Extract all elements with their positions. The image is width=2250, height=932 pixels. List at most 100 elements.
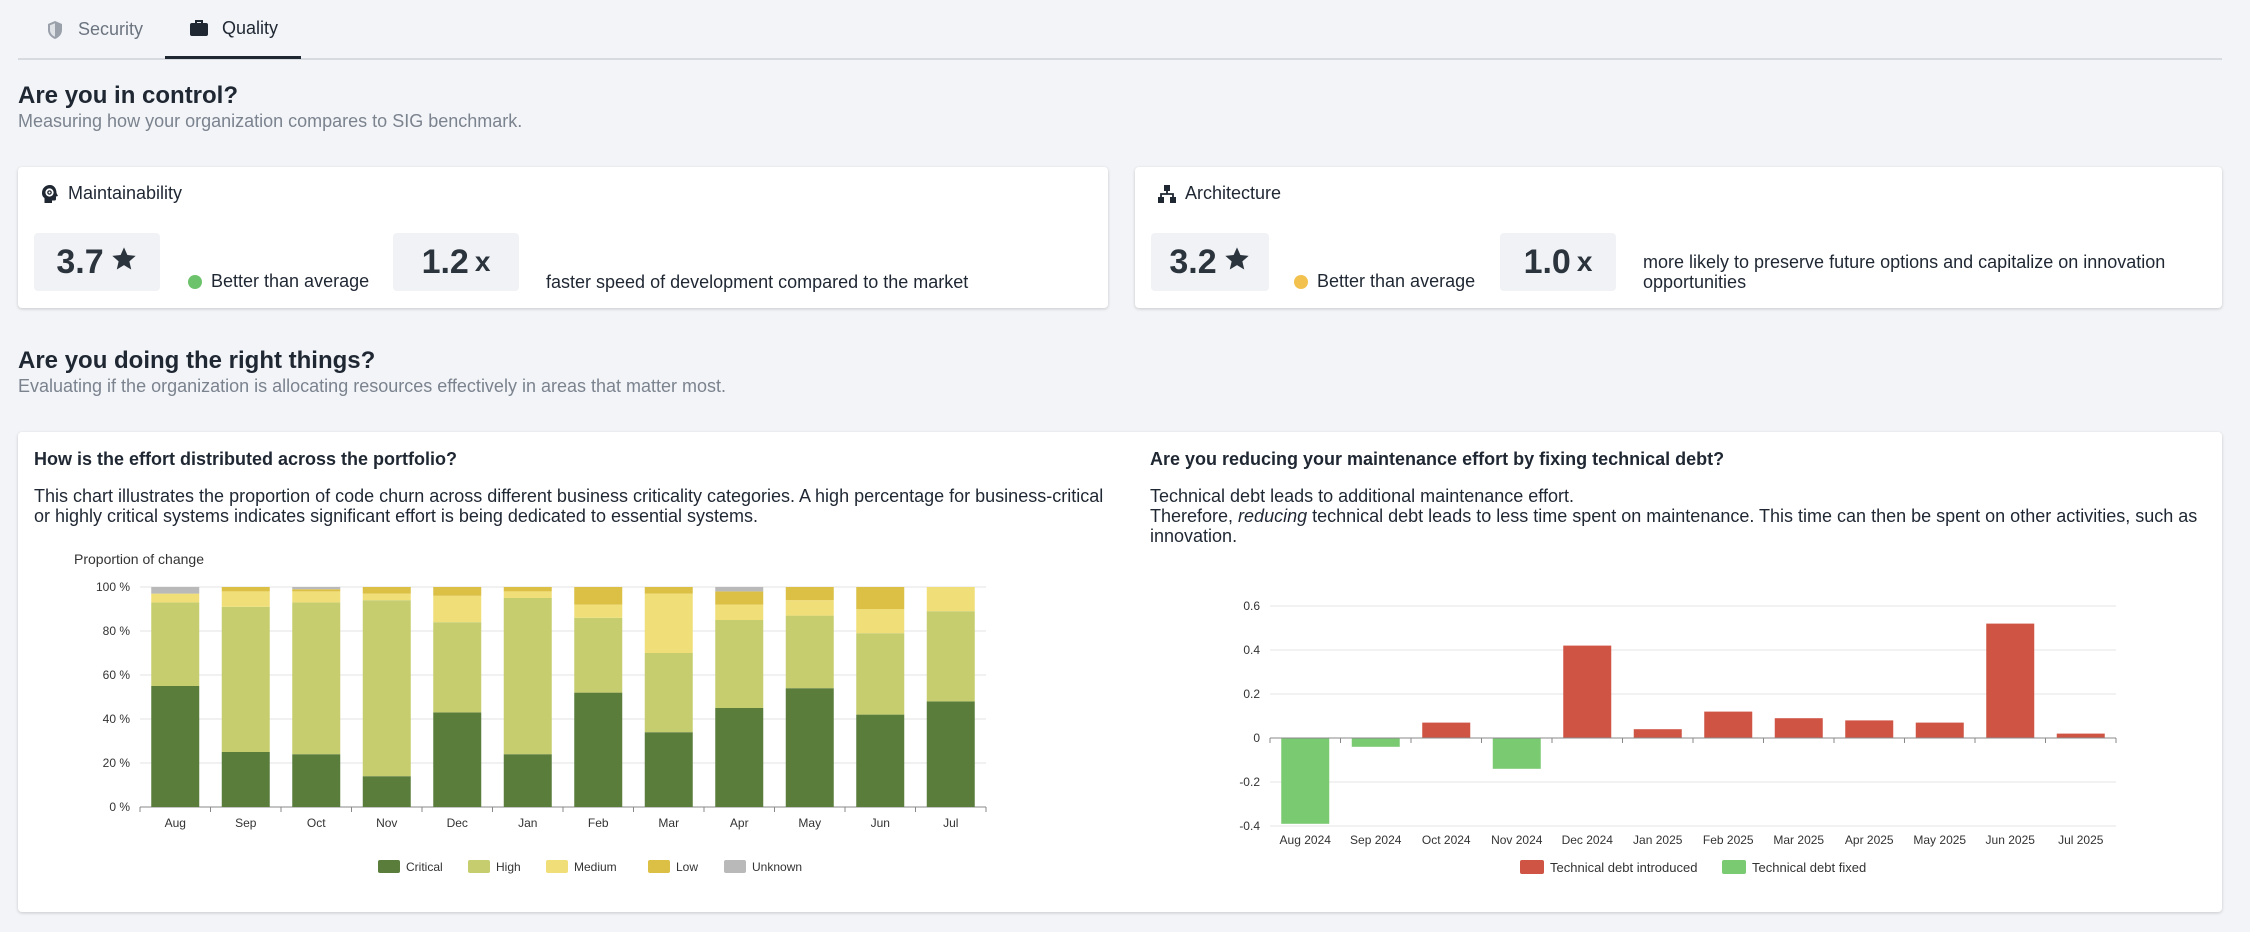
y-tick-label: -0.4	[1239, 819, 1260, 833]
x-tick-label: May	[798, 816, 821, 830]
x-tick-label: Jul 2025	[2058, 833, 2104, 847]
x-tick-label: Feb	[588, 816, 609, 830]
factor-unit: x	[474, 246, 491, 277]
x-tick-label: Feb 2025	[1703, 833, 1754, 847]
bar-debt-introduced	[1422, 722, 1471, 738]
gear-head-icon	[40, 184, 60, 204]
bar-debt-introduced	[1633, 729, 1682, 738]
bar-segment-medium	[292, 591, 341, 603]
maintainability-title: Maintainability	[68, 183, 183, 203]
x-tick-label: May 2025	[1913, 833, 1966, 847]
bar-segment-high	[503, 598, 552, 755]
effort-description: This chart illustrates the proportion of…	[34, 486, 1104, 526]
y-tick-label: 0.6	[1243, 599, 1260, 613]
x-tick-label: Oct 2024	[1422, 833, 1471, 847]
hierarchy-icon	[1157, 184, 1177, 204]
x-tick-label: Jun	[871, 816, 890, 830]
legend-swatch	[648, 860, 670, 873]
debt-line-2-post: technical debt leads to less time spent …	[1150, 506, 2198, 546]
bar-segment-critical	[856, 714, 905, 807]
bar-segment-high	[785, 615, 834, 689]
bar-segment-low	[362, 587, 411, 594]
y-tick-label: 0 %	[109, 800, 130, 814]
bar-segment-medium	[433, 595, 482, 623]
effort-distribution-chart: Proportion of change 0 % 20 % 40 % 60 % 80 % 1…	[74, 551, 987, 874]
effort-question: How is the effort distributed across the…	[34, 449, 458, 469]
x-tick-label: Sep	[235, 816, 257, 830]
y-tick-label: 20 %	[103, 756, 131, 770]
factor-value: 1.0	[1523, 242, 1571, 281]
shield-icon	[44, 19, 66, 41]
bar-segment-critical	[785, 688, 834, 807]
legend-swatch	[1520, 860, 1544, 874]
bar-segment-critical	[362, 776, 411, 807]
x-tick-label: Aug	[165, 816, 186, 830]
bar-debt-introduced	[2056, 733, 2105, 738]
y-axis-label: Proportion of change	[74, 551, 204, 567]
tab-security[interactable]: Security	[44, 0, 143, 59]
bar-segment-low	[785, 587, 834, 601]
x-tick-label: Sep 2024	[1350, 833, 1402, 847]
x-tick-label: Jan	[518, 816, 537, 830]
bar-segment-high	[292, 602, 341, 755]
legend-label: Unknown	[752, 860, 802, 874]
rating-value: 3.7	[56, 242, 104, 281]
rating-value: 3.2	[1169, 242, 1217, 281]
bar-segment-medium	[151, 593, 200, 603]
tab-label: Quality	[221, 17, 279, 38]
bar-segment-low	[503, 587, 552, 592]
bar-segment-critical	[644, 732, 693, 807]
bar-segment-high	[433, 622, 482, 713]
debt-line-1: Technical debt leads to additional maint…	[1150, 486, 1574, 506]
bar-segment-medium	[856, 609, 905, 634]
tab-label: Security	[78, 19, 144, 39]
charts-card: How is the effort distributed across the…	[18, 432, 2222, 912]
bar-segment-medium	[221, 591, 270, 607]
bar-segment-medium	[362, 593, 411, 601]
architecture-factor: 1.0 x	[1500, 233, 1616, 291]
bar-segment-medium	[644, 593, 693, 653]
section-title: Are you in control?	[18, 82, 239, 109]
bar-segment-medium	[715, 604, 764, 620]
status-text: Better than average	[211, 271, 370, 291]
legend-label: Technical debt fixed	[1752, 860, 1866, 875]
maintainability-rating: 3.7	[34, 233, 160, 291]
status-badge: Better than average	[188, 271, 369, 292]
bar-debt-introduced	[1845, 720, 1894, 738]
section-subtitle: Measuring how your organization compares…	[18, 111, 523, 131]
bar-segment-low	[292, 589, 341, 592]
bar-debt-fixed	[1351, 738, 1400, 747]
x-tick-label: Jun 2025	[1986, 833, 2036, 847]
x-tick-label: Oct	[307, 816, 326, 830]
maintainability-card: Maintainability 3.7 Better than average …	[18, 167, 1108, 308]
bar-segment-medium	[785, 600, 834, 616]
bar-segment-unknown	[292, 587, 341, 590]
legend-swatch	[546, 860, 568, 873]
y-tick-label: 100 %	[96, 580, 130, 594]
bar-segment-critical	[221, 752, 270, 807]
star-icon	[1223, 243, 1251, 282]
bar-debt-introduced	[1986, 623, 2035, 738]
bar-segment-unknown	[715, 587, 764, 592]
x-tick-label: Nov 2024	[1491, 833, 1543, 847]
factor-value: 1.2	[421, 242, 469, 281]
tab-bar: Security Quality	[18, 0, 2222, 60]
tab-quality[interactable]: Quality	[165, 0, 301, 59]
bar-debt-introduced	[1915, 722, 1964, 738]
status-badge: Better than average	[1294, 271, 1475, 292]
section-title: Are you doing the right things?	[18, 347, 376, 374]
bar-segment-critical	[715, 708, 764, 807]
debt-line-2: Therefore, reducing technical debt leads…	[1150, 506, 2210, 546]
debt-line-2-emphasis: reducing	[1238, 506, 1308, 526]
bar-segment-high	[151, 602, 200, 686]
y-tick-label: 40 %	[103, 712, 131, 726]
legend-swatch	[724, 860, 746, 873]
y-tick-label: 0.4	[1243, 643, 1260, 657]
bar-segment-high	[644, 653, 693, 733]
y-tick-label: 0	[1253, 731, 1260, 745]
status-text: Better than average	[1317, 271, 1476, 291]
bar-debt-introduced	[1774, 718, 1823, 738]
legend-label: Critical	[406, 860, 443, 874]
x-tick-label: Mar	[658, 816, 679, 830]
debt-question: Are you reducing your maintenance effort…	[1150, 449, 1725, 469]
